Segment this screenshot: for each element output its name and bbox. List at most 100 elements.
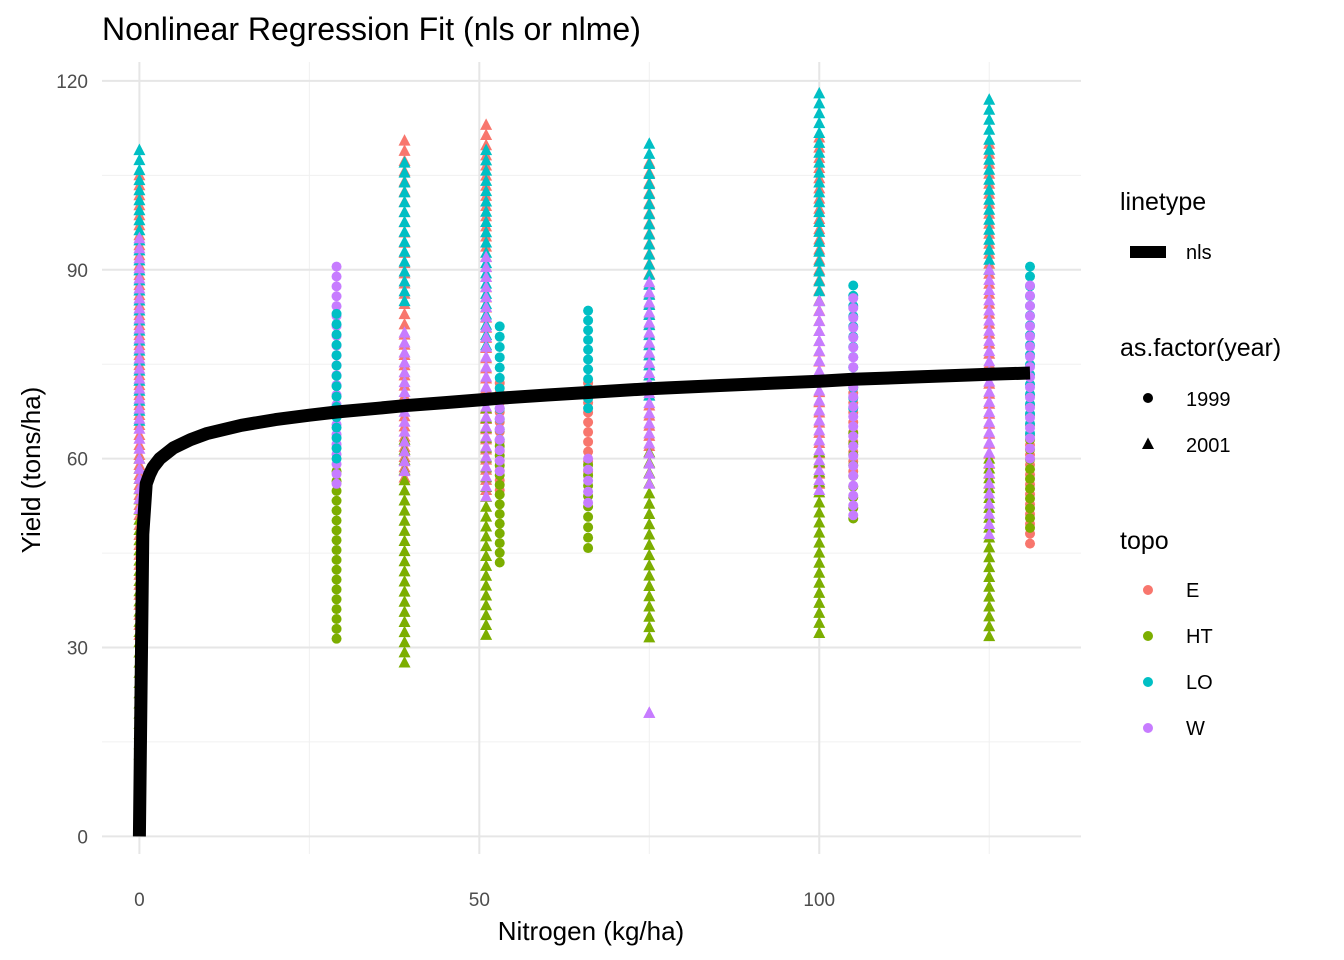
- data-point-2001: [480, 205, 493, 217]
- data-point-2001: [643, 295, 656, 308]
- data-point-1999: [848, 411, 859, 422]
- data-point-1999: [331, 564, 342, 575]
- data-point-2001: [480, 250, 493, 263]
- data-point-2001: [643, 457, 656, 469]
- data-point-2001: [813, 86, 826, 99]
- data-point-2001: [643, 137, 656, 149]
- data-point-2001: [983, 517, 996, 529]
- legend-title-year: as.factor(year): [1120, 334, 1281, 362]
- data-point-2001: [133, 183, 146, 196]
- data-point-1999: [1025, 423, 1036, 434]
- data-point-2001: [480, 510, 493, 522]
- data-point-2001: [643, 467, 656, 479]
- data-point-2001: [480, 410, 493, 422]
- data-point-2001: [133, 452, 146, 464]
- data-point-2001: [643, 258, 656, 270]
- data-point-1999: [583, 464, 594, 475]
- data-point-1999: [583, 497, 594, 508]
- data-point-1999: [1025, 341, 1036, 352]
- point-group-W: [494, 403, 505, 477]
- data-point-2001: [813, 225, 826, 237]
- data-point-2001: [398, 144, 411, 156]
- data-point-1999: [583, 403, 594, 414]
- data-point-2001: [983, 540, 996, 553]
- data-point-2001: [813, 423, 826, 436]
- data-point-2001: [813, 274, 826, 287]
- data-point-1999: [331, 370, 342, 381]
- data-point-1999: [331, 291, 342, 302]
- data-point-2001: [133, 153, 146, 166]
- data-point-2001: [398, 473, 411, 486]
- data-point-2001: [813, 473, 826, 486]
- data-point-2001: [398, 345, 411, 358]
- y-tick-labels: 0 30 60 90 120: [56, 72, 88, 848]
- data-point-2001: [813, 255, 826, 267]
- data-point-1999: [494, 434, 505, 445]
- data-point-2001: [983, 476, 996, 489]
- legend-key-topo-E: [1143, 585, 1153, 595]
- data-point-1999: [331, 360, 342, 371]
- data-point-1999: [494, 538, 505, 549]
- data-point-2001: [643, 197, 656, 210]
- data-point-1999: [848, 362, 859, 373]
- data-point-1999: [848, 431, 859, 442]
- data-point-2001: [643, 706, 656, 718]
- data-point-1999: [331, 623, 342, 634]
- data-point-1999: [1025, 261, 1036, 272]
- data-point-2001: [813, 245, 826, 257]
- data-point-2001: [133, 251, 146, 264]
- data-point-1999: [494, 508, 505, 519]
- data-point-2001: [133, 341, 146, 354]
- data-point-2001: [643, 396, 656, 409]
- data-point-2001: [398, 235, 411, 247]
- data-point-1999: [331, 308, 342, 319]
- data-point-2001: [398, 524, 411, 536]
- data-point-1999: [494, 331, 505, 342]
- data-point-2001: [643, 436, 656, 449]
- data-point-2001: [398, 434, 411, 447]
- x-axis-title: Nitrogen (kg/ha): [498, 916, 684, 946]
- data-point-2001: [643, 579, 656, 591]
- legend-label-topo-LO: LO: [1186, 672, 1213, 694]
- fit-curve-nls: [132, 366, 1031, 837]
- data-point-1999: [848, 322, 859, 333]
- data-point-2001: [398, 483, 411, 496]
- data-point-1999: [331, 301, 342, 312]
- data-point-2001: [398, 454, 411, 467]
- legend-key-topo-LO: [1143, 677, 1153, 687]
- data-point-1999: [331, 584, 342, 595]
- data-point-2001: [398, 444, 411, 457]
- data-point-2001: [813, 606, 826, 618]
- chart-title: Nonlinear Regression Fit (nls or nlme): [102, 11, 641, 47]
- data-point-2001: [133, 193, 146, 206]
- data-point-2001: [398, 585, 411, 597]
- data-point-2001: [983, 354, 996, 367]
- data-point-1999: [494, 466, 505, 477]
- data-point-2001: [480, 280, 493, 293]
- data-point-2001: [398, 645, 411, 658]
- data-point-2001: [398, 514, 411, 526]
- data-point-2001: [398, 554, 411, 567]
- data-point-1999: [583, 325, 594, 336]
- data-point-2001: [643, 527, 656, 540]
- data-point-2001: [398, 326, 411, 338]
- data-point-2001: [480, 628, 493, 640]
- data-point-2001: [643, 446, 656, 459]
- data-point-2001: [813, 505, 826, 518]
- legend-label-topo-E: E: [1186, 580, 1199, 602]
- data-point-1999: [494, 424, 505, 435]
- legend-key-topo-HT: [1143, 631, 1153, 641]
- data-point-1999: [331, 261, 342, 272]
- data-point-2001: [813, 586, 826, 598]
- data-point-2001: [480, 380, 493, 392]
- data-point-2001: [983, 466, 996, 479]
- data-point-2001: [643, 610, 656, 622]
- data-point-2001: [480, 153, 493, 166]
- data-point-2001: [643, 569, 656, 581]
- data-point-1999: [1025, 493, 1036, 504]
- data-point-1999: [331, 453, 342, 464]
- data-point-2001: [480, 479, 493, 492]
- data-point-2001: [813, 463, 826, 476]
- data-point-2001: [813, 304, 826, 317]
- data-point-2001: [813, 175, 826, 188]
